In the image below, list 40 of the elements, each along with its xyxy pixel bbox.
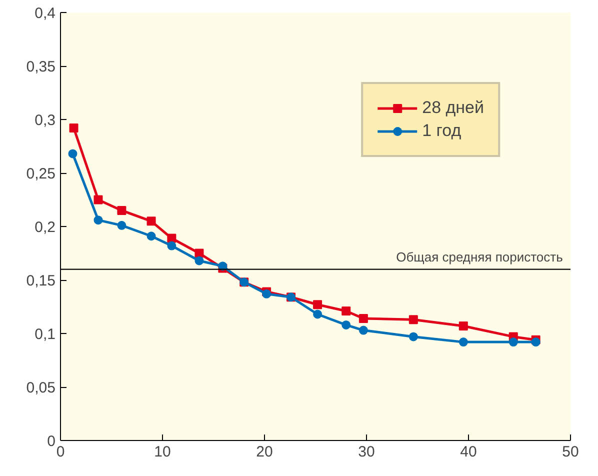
y-tick-label: 0,35 [26, 58, 56, 76]
y-tick-label: 0,4 [34, 5, 56, 22]
point [69, 124, 78, 133]
point [117, 220, 126, 230]
point [68, 149, 78, 158]
x-tick-label: 30 [358, 444, 375, 460]
point [358, 326, 368, 335]
point [342, 306, 351, 316]
point [531, 338, 540, 347]
legend-label: 28 дней [422, 98, 484, 118]
point [94, 216, 103, 225]
ref-line-label: Общая средняя пористость [396, 249, 564, 264]
y-tick-label: 0,1 [34, 326, 56, 343]
y-tick-label: 0,3 [34, 112, 56, 129]
y-tick-label: 0,15 [26, 272, 56, 290]
y-tick-label: 0,25 [26, 166, 56, 182]
point [408, 315, 418, 324]
x-tick-label: 10 [154, 444, 171, 460]
point [313, 300, 322, 310]
point [358, 314, 368, 324]
point [458, 338, 468, 347]
point [146, 216, 156, 226]
x-tick-label: 20 [256, 444, 273, 460]
y-tick-label: 0 [47, 433, 56, 450]
y-tick-label: 0,2 [34, 219, 56, 236]
point [508, 338, 518, 347]
x-tick-label: 40 [460, 444, 477, 460]
x-tick-label: 50 [562, 444, 579, 460]
legend-label: 1 год [422, 121, 462, 141]
point [146, 232, 156, 241]
point [458, 322, 468, 331]
point [94, 195, 103, 204]
point [313, 310, 322, 319]
point [342, 320, 351, 330]
point [167, 234, 176, 243]
point [194, 256, 204, 266]
point [408, 332, 418, 342]
point [167, 241, 176, 250]
y-tick-label: 0,05 [26, 380, 56, 396]
point [117, 206, 126, 215]
